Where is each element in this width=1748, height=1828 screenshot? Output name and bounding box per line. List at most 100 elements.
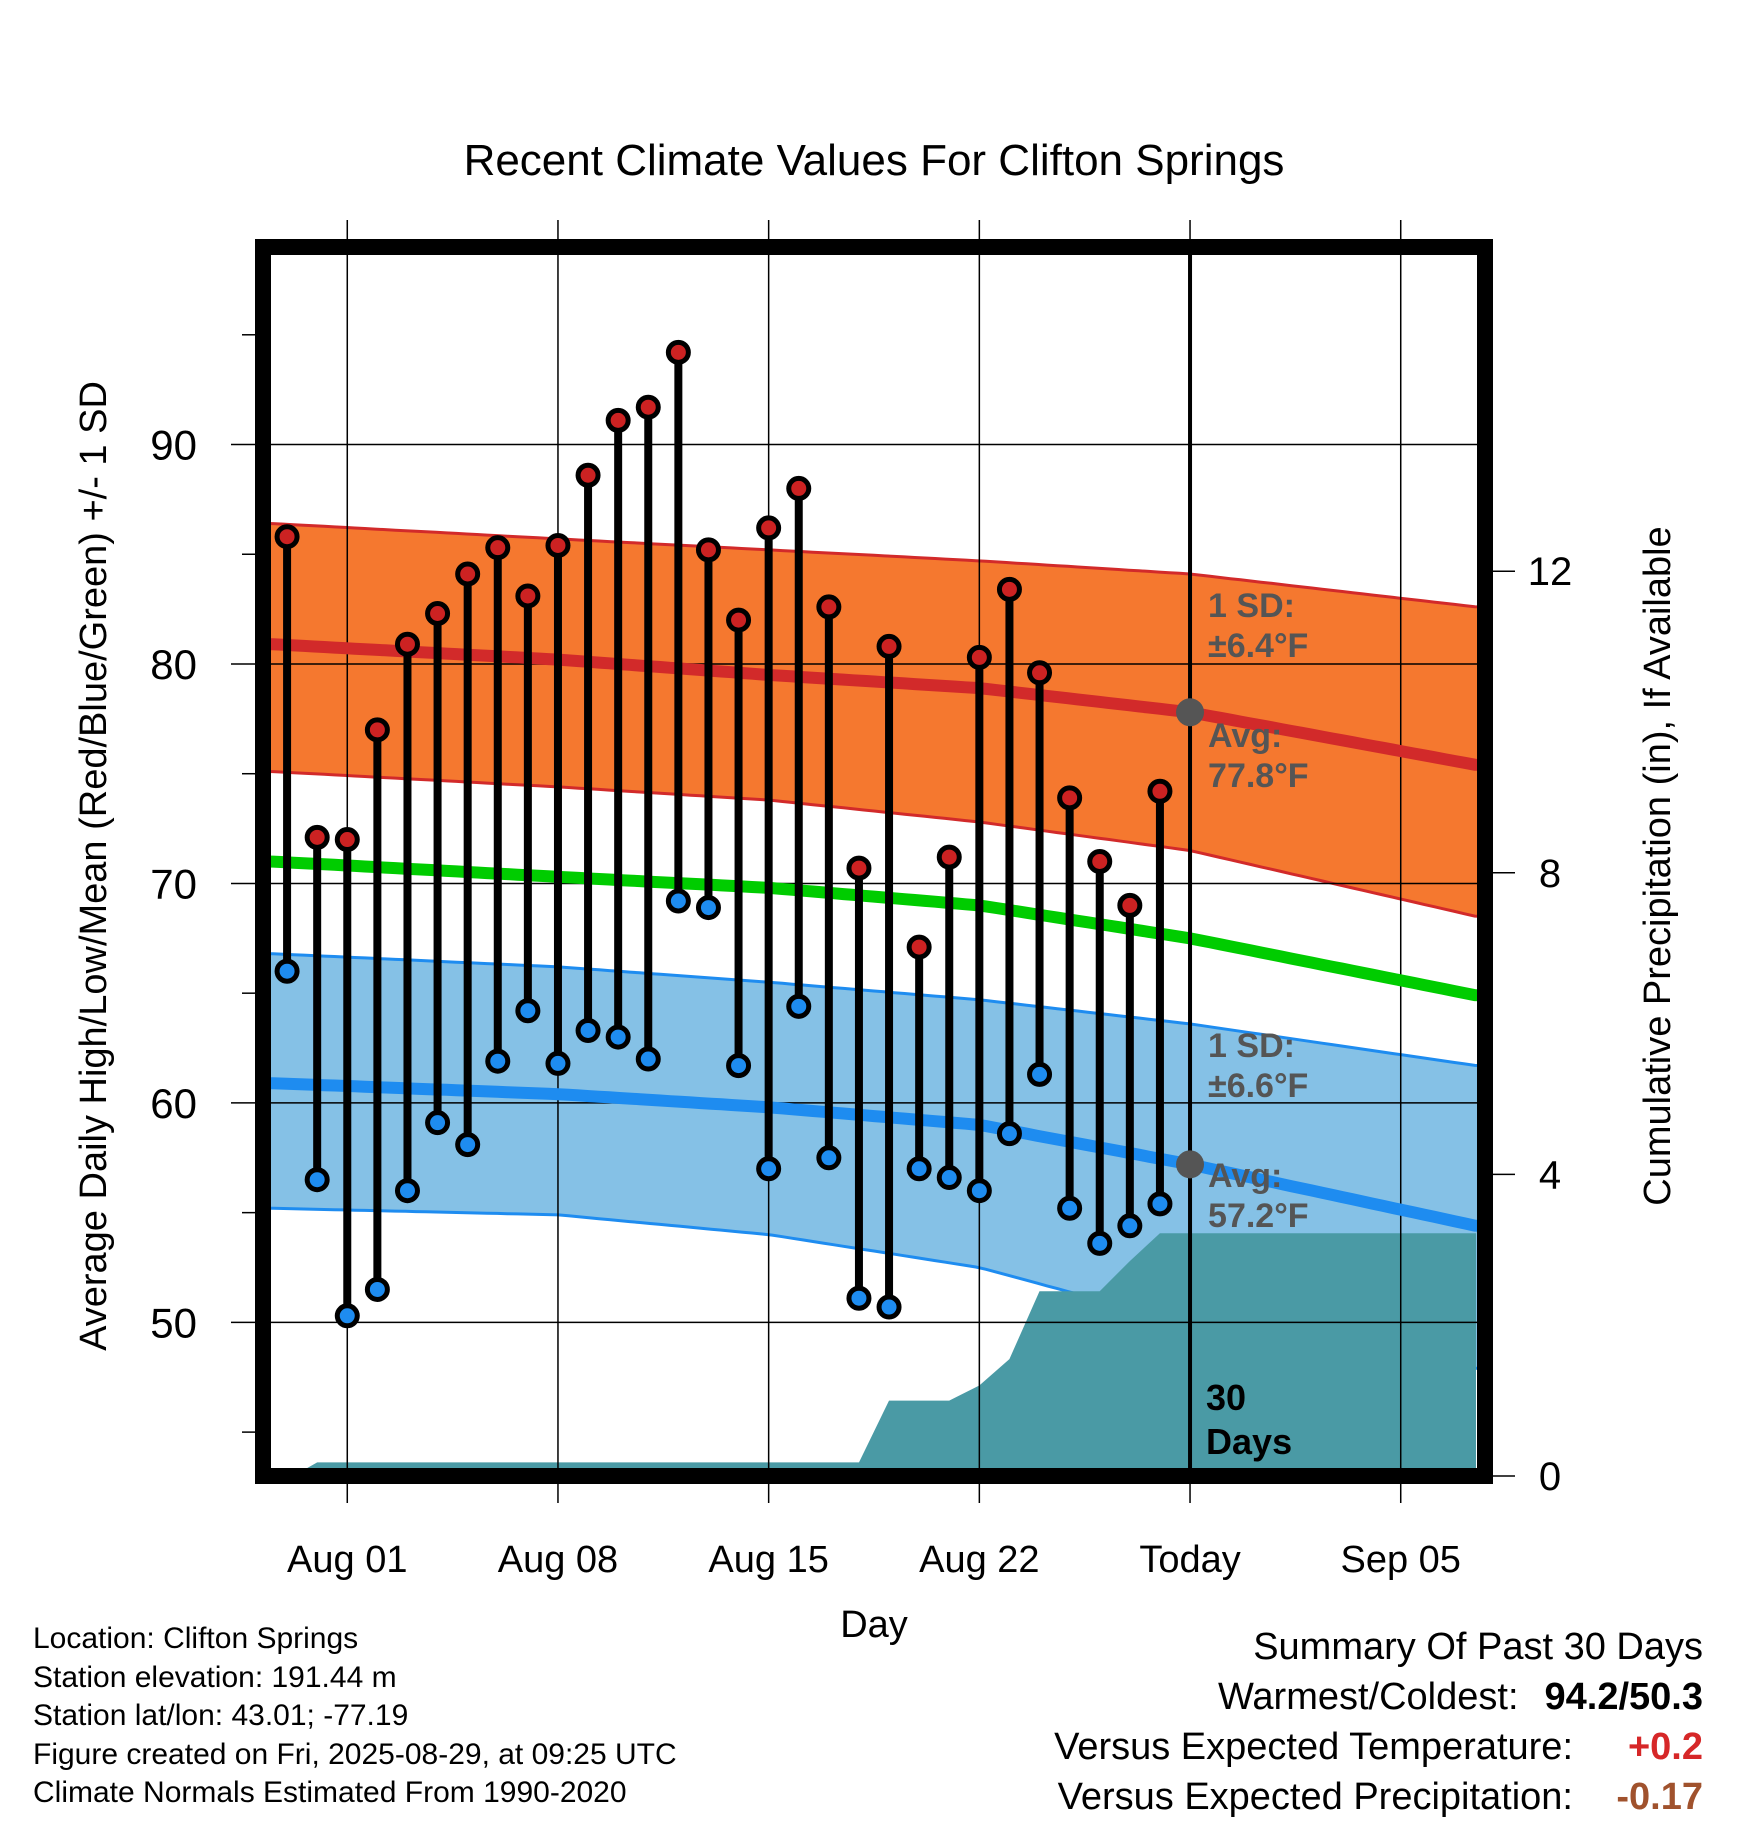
daily-low-point	[334, 1303, 360, 1329]
plot-area: 1 SD: ±6.4°F Avg: 77.8°F 1 SD: ±6.6°F Avg: 57.2…	[73, 220, 1679, 1646]
daily-low-point	[936, 1165, 962, 1191]
daily-low-point	[455, 1132, 481, 1158]
high-sd-annotation: 1 SD: ±6.4°F	[1208, 587, 1308, 665]
y2-tick-label: 8	[1539, 852, 1561, 896]
daily-low-point	[635, 1046, 661, 1072]
station-info: Location: Clifton Springs Station elevat…	[33, 1620, 677, 1813]
daily-low-point	[1147, 1191, 1173, 1217]
y-tick-label: 60	[150, 1080, 197, 1127]
daily-high-point	[996, 576, 1022, 602]
x-axis-label: Day	[840, 1604, 908, 1646]
daily-low-point	[966, 1178, 992, 1204]
daily-low-point	[816, 1145, 842, 1171]
x-tick-label: Aug 01	[287, 1539, 407, 1581]
daily-high-point	[425, 601, 451, 627]
daily-high-point	[1147, 778, 1173, 804]
y2-tick-label: 4	[1539, 1153, 1561, 1197]
daily-high-point	[485, 535, 511, 561]
daily-low-point	[846, 1285, 872, 1311]
daily-high-point	[334, 827, 360, 853]
daily-high-point	[936, 844, 962, 870]
cumulative-precip-area	[293, 1233, 1477, 1476]
daily-low-point	[665, 888, 691, 914]
precip-value: -0.17	[1616, 1776, 1703, 1818]
daily-low-point	[996, 1121, 1022, 1147]
warm-cold-row: Warmest/Coldest: 94.2/50.3	[1054, 1672, 1703, 1722]
x-tick-label: Aug 08	[498, 1539, 618, 1581]
precip-row: Versus Expected Precipitation: -0.17	[1054, 1772, 1703, 1822]
elevation-text: Station elevation: 191.44 m	[33, 1660, 397, 1694]
daily-high-point	[635, 394, 661, 420]
y-axis-label: Average Daily High/Low/Mean (Red/Blue/Gr…	[73, 381, 115, 1351]
daily-high-point	[665, 339, 691, 365]
daily-low-point	[394, 1178, 420, 1204]
daily-low-point	[906, 1156, 932, 1182]
x-tick-label: Aug 15	[708, 1539, 828, 1581]
y2-axis-label: Cumulative Precipitation (in), If Availa…	[1637, 526, 1679, 1205]
x-tick-label: Aug 22	[919, 1539, 1039, 1581]
daily-low-point	[786, 993, 812, 1019]
latlon-text: Station lat/lon: 43.01; -77.19	[33, 1699, 409, 1732]
daily-high-point	[605, 407, 631, 433]
summary-title: Summary Of Past 30 Days	[1253, 1626, 1703, 1668]
low-sd-annotation: 1 SD: ±6.6°F	[1208, 1027, 1308, 1105]
x-tick-label: Sep 05	[1340, 1539, 1460, 1581]
daily-high-point	[846, 855, 872, 881]
daily-high-point	[816, 594, 842, 620]
daily-low-point	[545, 1050, 571, 1076]
daily-low-point	[1117, 1213, 1143, 1239]
daily-low-point	[364, 1276, 390, 1302]
daily-high-point	[876, 633, 902, 659]
daily-high-point	[1027, 660, 1053, 686]
daily-low-point	[756, 1156, 782, 1182]
daily-low-point	[515, 998, 541, 1024]
low-avg-annotation: Avg: 57.2°F	[1208, 1157, 1309, 1235]
daily-high-point	[756, 515, 782, 541]
daily-high-point	[726, 607, 752, 633]
plot-contents: 1 SD: ±6.4°F Avg: 77.8°F 1 SD: ±6.6°F Avg: 57.2…	[263, 247, 1485, 1476]
daily-low-point	[876, 1294, 902, 1320]
daily-high-point	[455, 561, 481, 587]
high-sd-upper-edge	[263, 522, 1485, 609]
y2-tick-label: 0	[1539, 1455, 1561, 1499]
daily-low-point	[605, 1024, 631, 1050]
daily-low-point	[1087, 1230, 1113, 1256]
temp-label: Versus Expected Temperature:	[1054, 1726, 1573, 1768]
daily-low-point	[726, 1053, 752, 1079]
daily-low-point	[1027, 1061, 1053, 1087]
y-tick-label: 70	[150, 860, 197, 907]
daily-high-point	[575, 462, 601, 488]
y2-tick-label: 12	[1528, 550, 1573, 594]
daily-low-point	[485, 1048, 511, 1074]
daily-low-point	[274, 958, 300, 984]
daily-high-point	[966, 644, 992, 670]
temp-value: +0.2	[1627, 1726, 1703, 1768]
today-low-normal-marker	[1176, 1150, 1205, 1179]
daily-high-point	[515, 583, 541, 609]
daily-low-point	[1057, 1195, 1083, 1221]
summary-panel: Summary Of Past 30 Days Warmest/Coldest:…	[1054, 1622, 1703, 1822]
high-avg-annotation: Avg: 77.8°F	[1208, 717, 1309, 795]
warm-cold-label: Warmest/Coldest:	[1217, 1676, 1519, 1718]
daily-low-point	[304, 1167, 330, 1193]
high-sd-band	[263, 523, 1485, 917]
daily-low-point	[575, 1017, 601, 1043]
temp-row: Versus Expected Temperature: +0.2	[1054, 1722, 1703, 1772]
normals-text: Climate Normals Estimated From 1990-2020	[33, 1776, 627, 1809]
daily-high-point	[1087, 849, 1113, 874]
y-tick-label: 50	[150, 1299, 197, 1346]
daily-high-point	[304, 824, 330, 850]
created-text: Figure created on Fri, 2025-08-29, at 09…	[33, 1737, 677, 1771]
x-tick-label: Today	[1139, 1539, 1240, 1581]
daily-low-point	[425, 1110, 451, 1136]
plot-frame	[255, 239, 1493, 1484]
today-days-label: 30 Days	[1206, 1377, 1292, 1462]
precip-label: Versus Expected Precipitation:	[1057, 1776, 1573, 1818]
daily-high-point	[545, 532, 571, 558]
warm-cold-value: 94.2/50.3	[1544, 1676, 1703, 1718]
today-high-normal-marker	[1176, 698, 1205, 727]
daily-high-point	[394, 631, 420, 657]
daily-high-point	[1057, 785, 1083, 811]
daily-high-point	[274, 524, 300, 550]
